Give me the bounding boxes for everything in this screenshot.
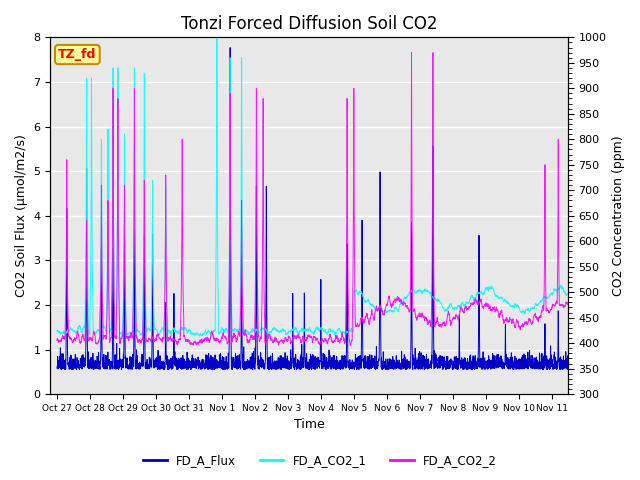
Y-axis label: CO2 Concentration (ppm): CO2 Concentration (ppm) — [612, 135, 625, 296]
Title: Tonzi Forced Diffusion Soil CO2: Tonzi Forced Diffusion Soil CO2 — [181, 15, 438, 33]
Y-axis label: CO2 Soil Flux (μmol/m2/s): CO2 Soil Flux (μmol/m2/s) — [15, 134, 28, 297]
Text: TZ_fd: TZ_fd — [58, 48, 97, 61]
Legend: FD_A_Flux, FD_A_CO2_1, FD_A_CO2_2: FD_A_Flux, FD_A_CO2_1, FD_A_CO2_2 — [138, 449, 502, 472]
X-axis label: Time: Time — [294, 419, 324, 432]
